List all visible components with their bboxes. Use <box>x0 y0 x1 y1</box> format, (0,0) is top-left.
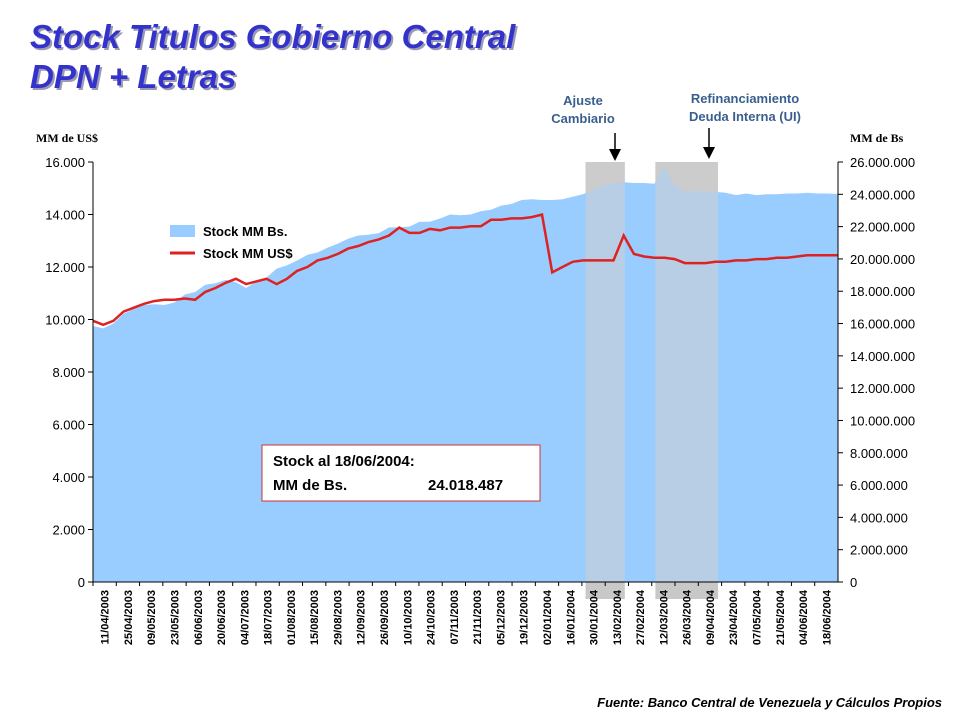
left-tick-label: 14.000 <box>45 208 85 223</box>
x-tick-label: 24/10/2003 <box>426 590 438 645</box>
x-tick-label: 21/05/2004 <box>775 589 787 645</box>
x-tick-label: 23/04/2004 <box>728 589 740 645</box>
shaded-overlay <box>585 162 718 582</box>
left-tick-label: 16.000 <box>45 155 85 170</box>
x-tick-label: 12/09/2003 <box>356 590 368 645</box>
x-tick-label: 20/06/2003 <box>216 590 228 645</box>
stock-summary-box: Stock al 18/06/2004: MM de Bs. 24.018.48… <box>261 444 541 502</box>
x-tick-label: 15/08/2003 <box>309 590 321 645</box>
legend: Stock MM Bs. Stock MM US$ <box>170 224 293 261</box>
x-tick-label: 06/06/2003 <box>193 590 205 645</box>
legend-label-line: Stock MM US$ <box>203 246 293 261</box>
legend-swatch-area <box>170 225 195 237</box>
annotation-ajuste-line2: Cambiario <box>551 111 615 126</box>
x-tick-label: 07/11/2003 <box>449 590 461 644</box>
x-tick-label: 04/06/2004 <box>798 589 810 645</box>
left-tick-label: 8.000 <box>52 365 85 380</box>
left-tick-label: 2.000 <box>52 523 85 538</box>
x-tick-label: 27/02/2004 <box>635 589 647 645</box>
right-tick-label: 12.000.000 <box>850 381 915 396</box>
right-tick-label: 18.000.000 <box>850 284 915 299</box>
chart-title-line1: Stock Titulos Gobierno Central <box>30 18 516 55</box>
x-tick-label: 26/09/2003 <box>379 590 391 645</box>
stock-box-value: 24.018.487 <box>428 477 503 494</box>
right-tick-label: 2.000.000 <box>850 543 908 558</box>
right-tick-label: 8.000.000 <box>850 446 908 461</box>
stock-box-line1: Stock al 18/06/2004: <box>273 453 415 470</box>
right-tick-label: 26.000.000 <box>850 155 915 170</box>
right-tick-label: 4.000.000 <box>850 510 908 525</box>
left-tick-label: 4.000 <box>52 470 85 485</box>
right-tick-label: 22.000.000 <box>850 220 915 235</box>
left-tick-label: 6.000 <box>52 418 85 433</box>
annotation-ajuste-cambiario: Ajuste Cambiario <box>538 92 628 128</box>
stock-box-label: MM de Bs. <box>273 477 347 494</box>
x-tick-label: 12/03/2004 <box>658 589 670 645</box>
x-tick-label: 18/06/2004 <box>821 589 833 645</box>
x-tick-label: 01/08/2003 <box>286 590 298 645</box>
left-tick-label: 10.000 <box>45 313 85 328</box>
x-tick-label: 21/11/2003 <box>472 590 484 644</box>
shaded-period-overlay-1 <box>655 162 718 582</box>
chart-title-line2: DPN + Letras <box>30 58 237 95</box>
x-tick-label: 19/12/2003 <box>519 590 531 645</box>
shaded-period-overlay-0 <box>585 162 625 582</box>
right-tick-label: 20.000.000 <box>850 252 915 267</box>
x-tick-label: 09/05/2003 <box>146 590 158 645</box>
x-tick-label: 18/07/2003 <box>263 590 275 645</box>
x-tick-label: 16/01/2004 <box>565 589 577 645</box>
annotation-refin-line1: Refinanciamiento <box>690 91 800 106</box>
line-series-stock-usd <box>92 212 838 327</box>
right-tick-label: 10.000.000 <box>850 413 915 428</box>
x-tick-label: 05/12/2003 <box>495 590 507 645</box>
left-axis-unit: MM de US$ <box>36 131 98 145</box>
stock-box-frame <box>261 444 541 502</box>
right-axis-unit: MM de Bs <box>850 131 904 145</box>
right-tick-label: 6.000.000 <box>850 478 908 493</box>
x-tick-label: 30/01/2004 <box>589 589 601 645</box>
x-tick-label: 02/01/2004 <box>542 589 554 645</box>
annotation-refin-line2: Deuda Interna (UI) <box>689 109 801 124</box>
x-tick-label: 07/05/2004 <box>752 589 764 645</box>
x-tick-label: 26/03/2004 <box>682 589 694 645</box>
x-tick-label: 13/02/2004 <box>612 589 624 645</box>
source-note: Fuente: Banco Central de Venezuela y Cál… <box>597 695 942 710</box>
right-tick-label: 24.000.000 <box>850 187 915 202</box>
right-tick-label: 0 <box>850 575 857 590</box>
legend-label-area: Stock MM Bs. <box>203 224 288 239</box>
x-tick-label: 29/08/2003 <box>332 590 344 645</box>
annotation-refinanciamiento: Refinanciamiento Deuda Interna (UI) <box>660 90 830 126</box>
x-tick-label: 25/04/2003 <box>123 590 135 645</box>
x-tick-label: 11/04/2003 <box>100 590 112 644</box>
axes: 0 2.000 4.000 6.000 8.000 10.000 12.000 14.000 1… <box>45 155 915 645</box>
annotation-ajuste-line1: Ajuste <box>563 93 603 108</box>
x-tick-label: 04/07/2003 <box>239 590 251 645</box>
left-tick-label: 0 <box>78 575 85 590</box>
x-tick-label: 10/10/2003 <box>402 590 414 645</box>
left-tick-label: 12.000 <box>45 260 85 275</box>
x-tick-label: 23/05/2003 <box>169 590 181 645</box>
right-tick-label: 16.000.000 <box>850 317 915 332</box>
x-tick-label: 09/04/2004 <box>705 589 717 645</box>
right-tick-label: 14.000.000 <box>850 349 915 364</box>
